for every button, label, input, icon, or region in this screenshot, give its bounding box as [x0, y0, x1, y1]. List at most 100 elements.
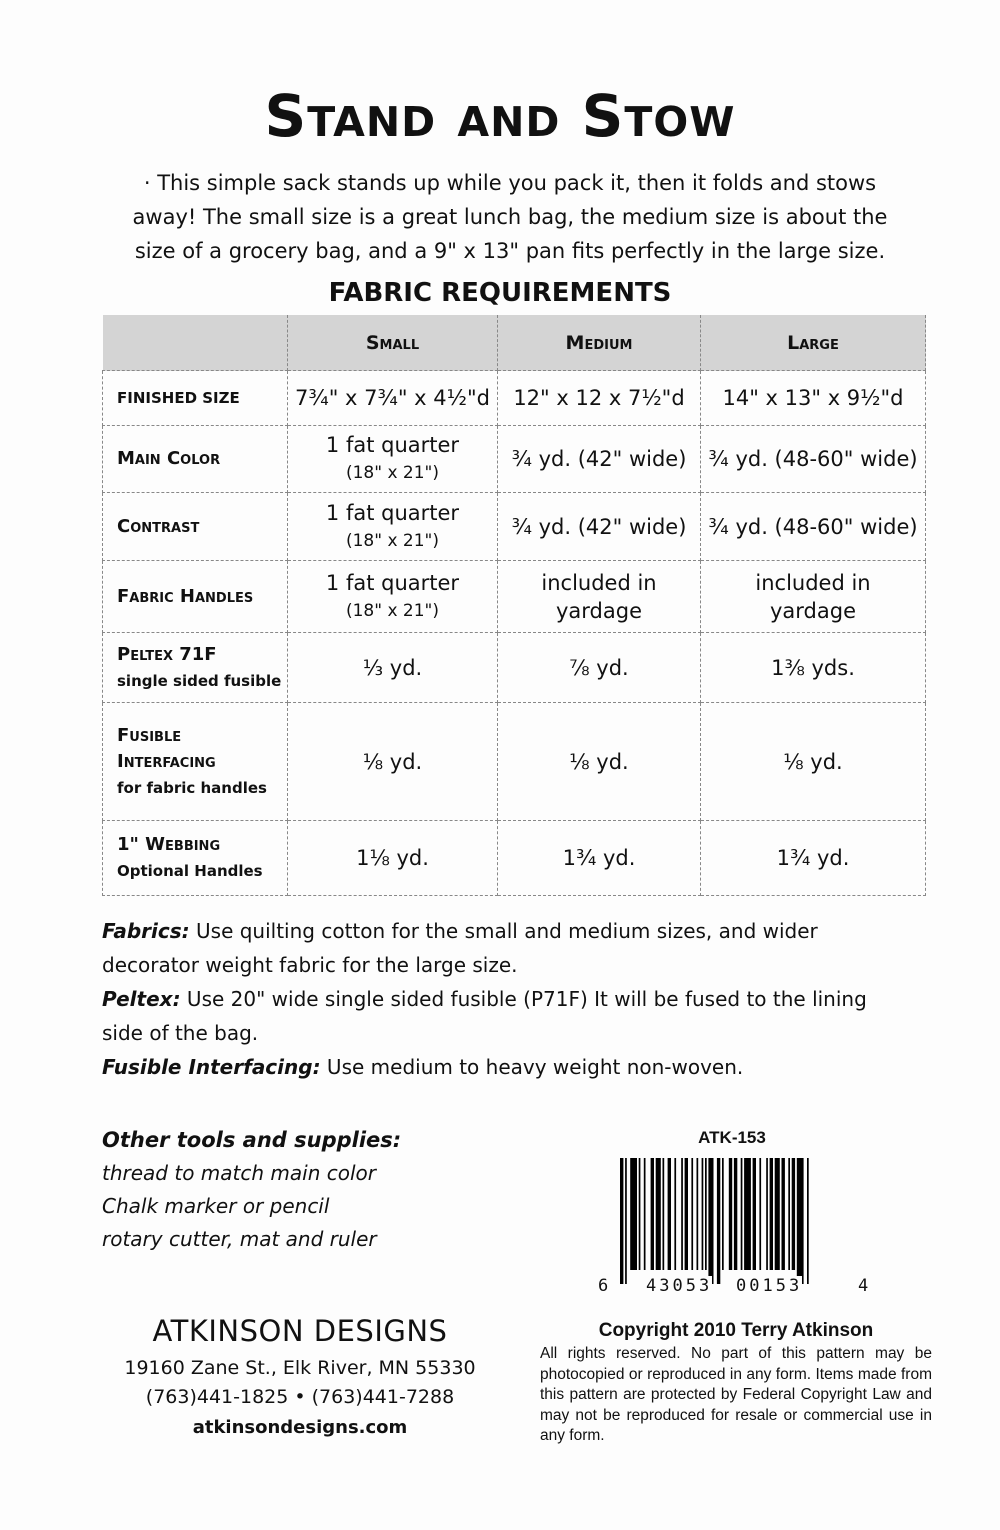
barcode-bar [708, 1158, 714, 1284]
supply-item: Chalk marker or pencil [102, 1194, 330, 1218]
cell-value: 1 fat quarter [325, 570, 460, 595]
cell-value: 1⅜ yds. [771, 655, 855, 680]
table-cell: 14" x 13" x 9½"d [700, 370, 926, 426]
barcode-bar [684, 1158, 688, 1270]
barcode-bar [791, 1158, 796, 1270]
row-label: finished size [102, 370, 288, 426]
barcode-bar [691, 1158, 694, 1270]
table-cell: ¾ yd. (42" wide) [497, 425, 701, 493]
note: Fusible Interfacing: Use medium to heavy… [102, 1050, 882, 1084]
barcode-bar [625, 1158, 627, 1284]
note-label: Peltex: [102, 987, 181, 1011]
upc-last: 4 [858, 1276, 869, 1296]
note: Fabrics: Use quilting cotton for the sma… [102, 914, 882, 982]
company-info: ATKINSON DESIGNS 19160 Zane St., Elk Riv… [110, 1314, 490, 1444]
table-cell: ¾ yd. (42" wide) [497, 492, 701, 561]
sku-label: ATK-153 [698, 1128, 766, 1147]
row-label: Fusible Interfacing for fabric handles [102, 702, 288, 821]
cell-value-secondary: yardage [769, 598, 856, 623]
company-address: 19160 Zane St., Elk River, MN 55330 [124, 1357, 476, 1379]
barcode-bar [752, 1158, 756, 1270]
fabric-requirements-table: Small Medium Large finished size 7¾" x 7¾" … [102, 315, 926, 896]
row-sublabel: Optional Handles [117, 862, 263, 880]
cell-value: ⅛ yd. [569, 749, 629, 774]
note-label: Fusible Interfacing: [102, 1055, 321, 1079]
fabric-requirements-heading: FABRIC REQUIREMENTS [328, 278, 672, 308]
barcode-bar [744, 1158, 751, 1270]
intro-text: · This simple sack stands up while you p… [132, 171, 888, 263]
column-header: Large [700, 315, 926, 371]
note-text: Use 20" wide single sided fusible (P71F)… [102, 987, 867, 1045]
cell-value: 1 fat quarter [325, 433, 460, 457]
table-row: Main Color 1 fat quarter (18" x 21") ¾ yd. … [102, 425, 926, 493]
row-label: 1" Webbing Optional Handles [102, 820, 288, 896]
row-label-text: finished size [117, 389, 240, 407]
row-label: Main Color [102, 425, 288, 493]
notes: Fabrics: Use quilting cotton for the sma… [102, 914, 882, 1084]
barcode-bar [766, 1158, 768, 1270]
barcode-bar [759, 1158, 762, 1270]
table-cell: 1 fat quarter (18" x 21") [287, 560, 498, 633]
cell-value-secondary: (18" x 21") [345, 530, 440, 551]
cell-value-secondary: (18" x 21") [345, 600, 440, 621]
table-cell: ⅛ yd. [287, 702, 498, 821]
barcode-bar [650, 1158, 654, 1270]
cell-value-secondary: yardage [555, 598, 642, 623]
cell-value: included in [541, 570, 657, 595]
note-text: Use medium to heavy weight non-woven. [320, 1055, 744, 1079]
table-cell: included in yardage [700, 560, 926, 633]
copyright-body: All rights reserved. No part of this pat… [540, 1345, 932, 1444]
company-website[interactable]: atkinsondesigns.com [192, 1417, 408, 1438]
barcode-bar [667, 1158, 671, 1270]
upc-first: 6 [598, 1276, 609, 1296]
barcode-bar [788, 1158, 790, 1270]
note-label: Fabrics: [102, 919, 190, 943]
table-cell: 1 fat quarter (18" x 21") [287, 492, 498, 561]
cell-value: 1¾ yd. [776, 846, 850, 870]
barcode-bar [781, 1158, 785, 1270]
cell-value: 1 fat quarter [325, 500, 460, 525]
row-label-text: Contrast [117, 515, 200, 537]
cell-value: ⅓ yd. [362, 655, 423, 680]
table-row: 1" Webbing Optional Handles 1⅛ yd. 1¾ yd. 1¾… [102, 820, 926, 896]
copyright-block: Copyright 2010 Terry Atkinson All rights… [540, 1320, 932, 1447]
table-cell: 7¾" x 7¾" x 4½"d [287, 370, 498, 426]
cell-value: ¾ yd. (42" wide) [511, 447, 687, 471]
row-label: Contrast [102, 492, 288, 561]
barcode-bar [643, 1158, 646, 1270]
row-label-text: Main Color [117, 448, 221, 469]
barcode-bar [705, 1158, 707, 1270]
company-phones: (763)441-1825 • (763)441-7288 [145, 1386, 455, 1408]
supplies-list: Other tools and supplies: thread to matc… [102, 1124, 401, 1256]
row-sublabel: single sided fusible [117, 671, 282, 690]
cell-value: ¾ yd. (48-60" wide) [708, 514, 918, 539]
row-label-text: Fusible Interfacing [117, 724, 216, 772]
barcode-bar [630, 1158, 637, 1270]
table-cell: ⅛ yd. [497, 702, 701, 821]
cell-value: ⅞ yd. [569, 655, 629, 680]
table-cell: 1¾ yd. [700, 820, 926, 896]
cell-value: included in [755, 570, 871, 595]
supplies-heading: Other tools and supplies: [102, 1128, 402, 1152]
supply-item: thread to match main color [102, 1161, 376, 1185]
upc-left: 43053 [646, 1276, 713, 1296]
cell-value: ¾ yd. (42" wide) [511, 514, 687, 539]
table-cell: ¾ yd. (48-60" wide) [700, 492, 926, 561]
table-row: Contrast 1 fat quarter (18" x 21") ¾ yd. (4… [102, 492, 926, 561]
row-label-text: Peltex 71F [117, 643, 217, 665]
copyright-heading: Copyright 2010 Terry Atkinson [598, 1320, 874, 1341]
table-cell: 12" x 12 x 7½"d [497, 370, 701, 426]
cell-value: 1¾ yd. [562, 846, 636, 870]
table-cell: ⅓ yd. [287, 632, 498, 703]
barcode-bar [716, 1158, 721, 1284]
barcode-bar [674, 1158, 677, 1270]
barcode-bar [638, 1158, 641, 1270]
table-cell: 1⅜ yds. [700, 632, 926, 703]
cell-value: ⅛ yd. [362, 749, 423, 774]
table-cell: 1 fat quarter (18" x 21") [287, 425, 498, 493]
row-label-text: 1" Webbing [117, 834, 221, 855]
table-cell: 1¾ yd. [497, 820, 701, 896]
table-row: Peltex 71F single sided fusible ⅓ yd. ⅞ yd.… [102, 632, 926, 703]
supply-item: rotary cutter, mat and ruler [102, 1227, 377, 1251]
cell-value-secondary: (18" x 21") [345, 463, 440, 483]
